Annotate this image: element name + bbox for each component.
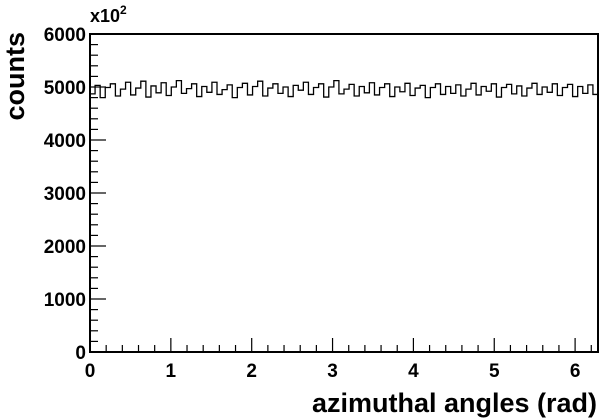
x-tick-label: 2 <box>246 361 257 382</box>
y-axis-ticks <box>90 33 106 353</box>
y-tick-label: 2000 <box>44 237 86 258</box>
x-tick-label: 1 <box>166 361 177 382</box>
y-multiplier-label: x102 <box>90 3 127 26</box>
x-tick-label: 6 <box>570 361 581 382</box>
histogram-line <box>90 79 598 99</box>
x-axis-title: azimuthal angles (rad) <box>312 388 597 418</box>
x-tick-label: 5 <box>489 361 500 382</box>
y-tick-label: 3000 <box>44 184 86 205</box>
y-tick-label: 5000 <box>44 78 86 99</box>
y-tick-label: 6000 <box>44 25 86 46</box>
y-tick-label: 1000 <box>44 290 86 311</box>
plot-frame <box>89 33 599 353</box>
x-tick-label: 3 <box>327 361 338 382</box>
y-multiplier-base: x10 <box>90 6 120 26</box>
y-multiplier-exponent: 2 <box>120 3 127 17</box>
y-axis-tick-labels: 0 1000 2000 3000 4000 5000 6000 <box>44 25 86 364</box>
x-axis-ticks <box>89 338 592 352</box>
x-tick-label: 0 <box>85 361 96 382</box>
x-axis-tick-labels: 0 1 2 3 4 5 6 <box>85 361 581 382</box>
y-tick-label: 0 <box>75 343 86 364</box>
y-axis-title: counts <box>0 32 30 121</box>
y-tick-label: 4000 <box>44 131 86 152</box>
x-tick-label: 4 <box>408 361 419 382</box>
